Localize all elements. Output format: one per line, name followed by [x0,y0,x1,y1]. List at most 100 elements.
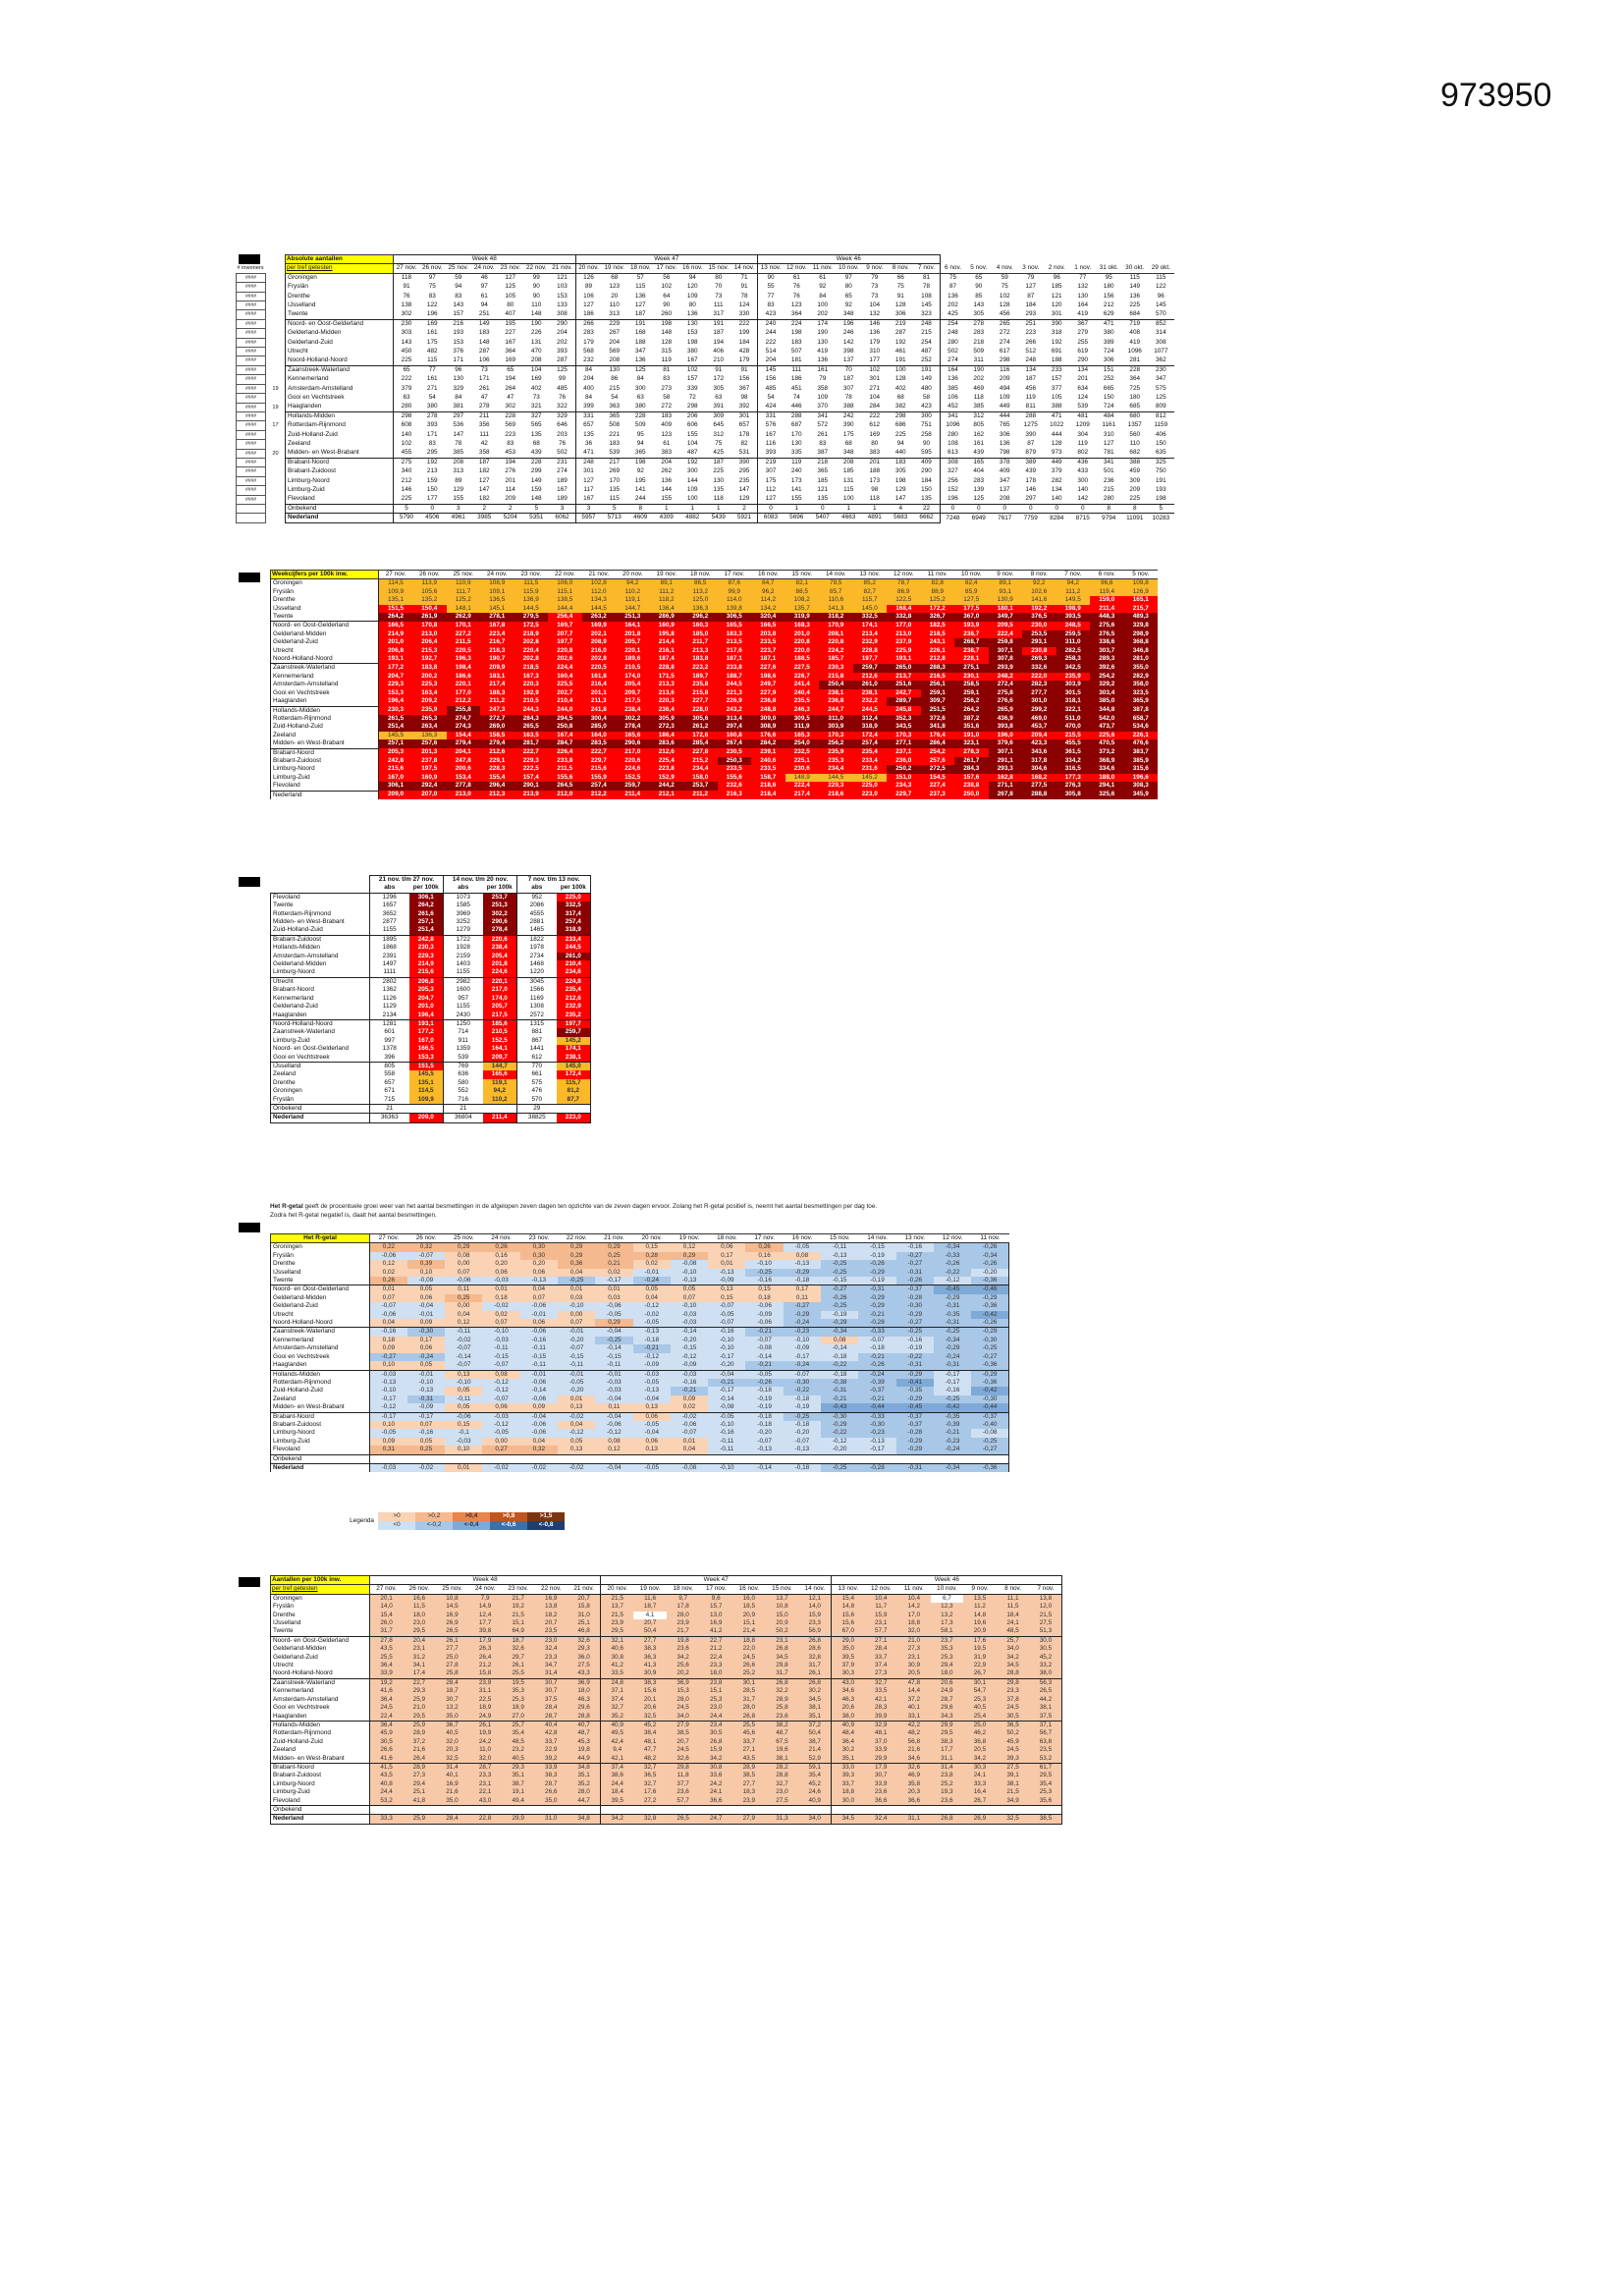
per-100k-value: 238,1 [556,1053,592,1063]
count-cell: 129 [894,486,906,494]
heat-cell: 193,9 [954,621,989,630]
heat-cell: 212,6 [480,748,514,757]
heat-cell: 136,3 [412,731,447,740]
table-row: Rotterdam-Rijnmond 261,5 265,3 274,7 272,7 28… [270,714,1158,724]
count-cell: 4609 [627,513,654,523]
count-cell: 348 [842,310,854,318]
row-number [266,394,286,403]
r-value-cell: -0,06 [369,1251,407,1261]
rate-cell: 22,8 [468,1814,502,1825]
heat-cell: 222,5 [514,765,548,774]
rate-cell: 47,8 [897,1677,931,1688]
rate-cell: 38,3 [930,1737,964,1747]
rate-cell: 24,9 [468,1712,502,1722]
rate-cell: 30,3 [963,1762,997,1773]
region-name: Noord-Holland-Noord [270,655,379,664]
count-cell: 156 [1103,292,1114,300]
r-value-cell: 0,07 [670,1293,709,1303]
heat-cell: 318,9 [852,723,887,732]
table-row: Gelderland-Zuid 25,5 31,2 25,0 26,4 29,7 23,3 3… [270,1653,1063,1663]
rate-cell: 12,3 [930,1603,964,1612]
rate-cell: 16,9 [534,1594,568,1604]
heat-cell: 309,5 [785,714,819,724]
rate-cell: 36,9 [568,1677,601,1688]
week-header-row: Aantallen per 100k inw. Week 48 Week 47 Wee… [270,1574,1063,1586]
r-value-cell: 0,25 [445,1293,483,1303]
rate-cell: 61,7 [1029,1762,1063,1773]
table-row: Rotterdam-Rijnmond 45,9 28,9 40,5 19,9 35,4 42… [270,1729,1063,1738]
heat-cell: 272,7 [480,714,514,724]
rate-cell: 36,3 [633,1653,667,1663]
r-value-cell: -0,03 [670,1369,709,1379]
heat-cell: 111,5 [514,578,548,588]
heat-cell: 257,4 [581,782,616,792]
rate-cell: 33,0 [831,1762,865,1773]
region-name: Flevoland [270,1446,370,1455]
r-value-cell: -0,22 [821,1429,859,1438]
count-cell: 159 [426,476,438,484]
rate-cell: 32,6 [501,1645,535,1654]
count-cell: 83 [819,440,827,448]
week-label: Week 47 [574,253,758,265]
rate-cell: 25,3 [963,1695,997,1705]
heat-cell: 218,6 [819,791,853,799]
r-value-cell [971,1453,1010,1464]
r-value-cell: -0,30 [971,1336,1010,1345]
row-number [266,319,286,328]
per-100k-value: 167,0 [408,1036,445,1046]
count-cell: 613 [947,449,958,457]
heat-cell: 269,3 [1022,655,1056,664]
region-name: Nederland [270,1462,370,1473]
r-value-cell: -0,09 [783,1344,822,1353]
count-cell: 568 [574,347,602,356]
heat-cell: 155,6 [717,773,751,783]
count-cell: 1161 [1102,421,1116,429]
count-cell: 98 [740,394,748,402]
heat-cell: 289,7 [887,697,921,706]
count-cell: 109 [817,394,829,402]
heat-cell: 174,0 [616,672,650,682]
count-cell: 138 [393,301,419,310]
count-cell: 305 [973,310,985,318]
region-name: Kennemerland [270,1336,370,1345]
abs-value: 714 [443,1028,483,1037]
region-name: Haaglanden [270,1361,370,1370]
rate-cell: 38,5 [1029,1814,1063,1825]
heat-cell: 213,9 [514,791,548,799]
per-100k-header: per 100k [408,884,445,894]
per-100k-value: 251,4 [408,926,445,936]
legend-swatch: <-0,6 [490,1521,527,1530]
table-row: Noord-Holland-Noord 193,1 192,7 196,3 190,7 2… [270,655,1158,664]
r-value-cell: -0,09 [406,1403,446,1413]
rate-cell: 39,1 [996,1772,1030,1780]
region-name: Drenthe [270,1260,370,1269]
row-flag [236,513,266,523]
rate-cell: 27,5 [996,1762,1030,1773]
heat-cell: 220,8 [819,638,853,647]
rate-cell: 35,0 [534,1796,568,1806]
count-cell: 390 [1025,430,1037,438]
heat-cell: 278,3 [954,748,989,757]
heat-cell: 251,3 [616,613,650,622]
count-cell: 646 [557,421,568,429]
heat-cell: 423,3 [1022,739,1056,749]
count-cell: 119 [784,457,810,467]
r-value-cell: -0,31 [895,1268,934,1278]
count-cell: 201 [1077,375,1089,383]
r-value-cell: -0,27 [895,1260,934,1269]
count-cell: 198 [686,338,698,346]
per-100k-value: 152,5 [482,1036,518,1046]
count-cell: 261 [478,384,490,392]
heat-cell: 216,3 [717,791,751,799]
heat-cell: 332,6 [1022,663,1056,673]
r-value-cell: 0,36 [557,1260,596,1269]
r-value-cell: -0,42 [971,1387,1010,1395]
r-value-cell: -0,25 [971,1344,1010,1353]
abs-value: 1296 [369,892,409,902]
r-value-cell: -0,04 [519,1411,558,1421]
count-cell: 204 [609,338,621,346]
per-100k-value: 185,6 [482,1018,518,1029]
count-cell: 0 [1044,503,1070,514]
count-cell: 514 [757,347,784,356]
r-value-cell: -0,09 [406,1277,446,1285]
